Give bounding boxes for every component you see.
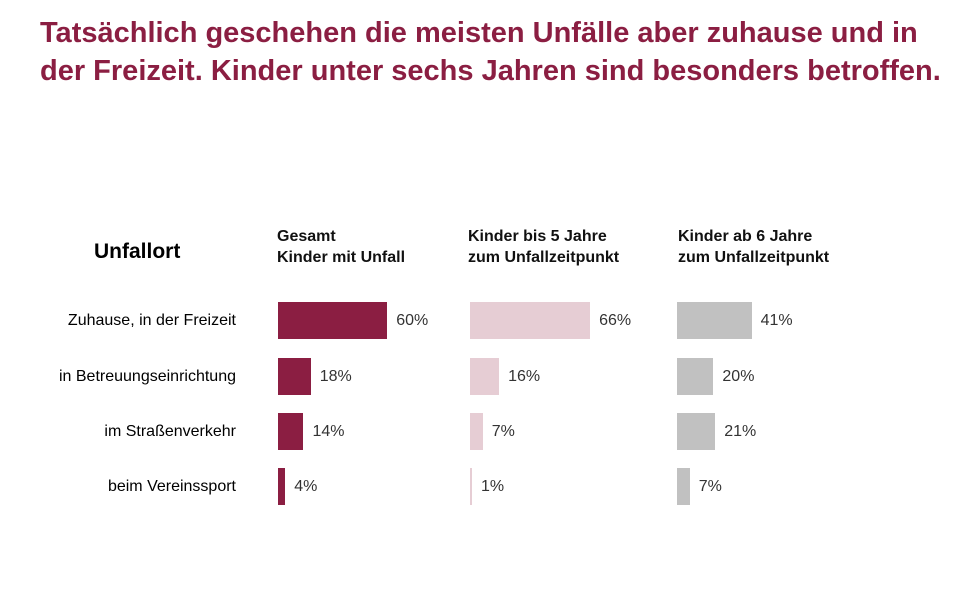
value-label: 7% [491,423,515,440]
value-label: 1% [481,478,505,495]
value-label: 41% [760,312,793,329]
bar [677,302,752,339]
bar [470,468,472,505]
column-heading-line: Kinder ab 6 Jahre [678,228,813,245]
column-heading-line: Kinder mit Unfall [277,249,406,266]
bar [677,413,716,450]
bar [470,302,591,339]
value-label: 16% [508,368,541,385]
value-label: 4% [294,478,318,495]
bar [278,468,286,505]
value-label: 7% [698,478,722,495]
column-heading-line: Kinder bis 5 Jahre [468,228,607,245]
bar [278,358,311,395]
value-label: 66% [599,312,632,329]
bar [677,358,714,395]
category-label: beim Vereinssport [107,478,236,495]
value-label: 20% [722,368,755,385]
bar [278,413,304,450]
category-label: in Betreuungseinrichtung [58,368,236,385]
column-heading-line: zum Unfallzeitpunkt [468,249,620,266]
category-label: Zuhause, in der Freizeit [67,312,236,329]
bar [470,358,500,395]
bar [677,468,690,505]
value-label: 14% [312,423,345,440]
bar [470,413,483,450]
page-title: Tatsächlich geschehen die meisten Unfäll… [40,17,941,87]
bar [278,302,388,339]
value-label: 18% [319,368,352,385]
column-heading-bis-5: Kinder bis 5 Jahre zum Unfallzeitpunkt [468,226,619,268]
value-label: 21% [724,423,757,440]
column-heading-gesamt: Gesamt Kinder mit Unfall [277,226,405,268]
value-label: 60% [396,312,429,329]
column-heading-line: zum Unfallzeitpunkt [678,249,830,266]
row-heading: Unfallort [94,240,181,263]
column-heading-line: Gesamt [277,228,336,245]
category-label: im Straßenverkehr [104,423,236,440]
column-heading-ab-6: Kinder ab 6 Jahre zum Unfallzeitpunkt [678,226,829,268]
